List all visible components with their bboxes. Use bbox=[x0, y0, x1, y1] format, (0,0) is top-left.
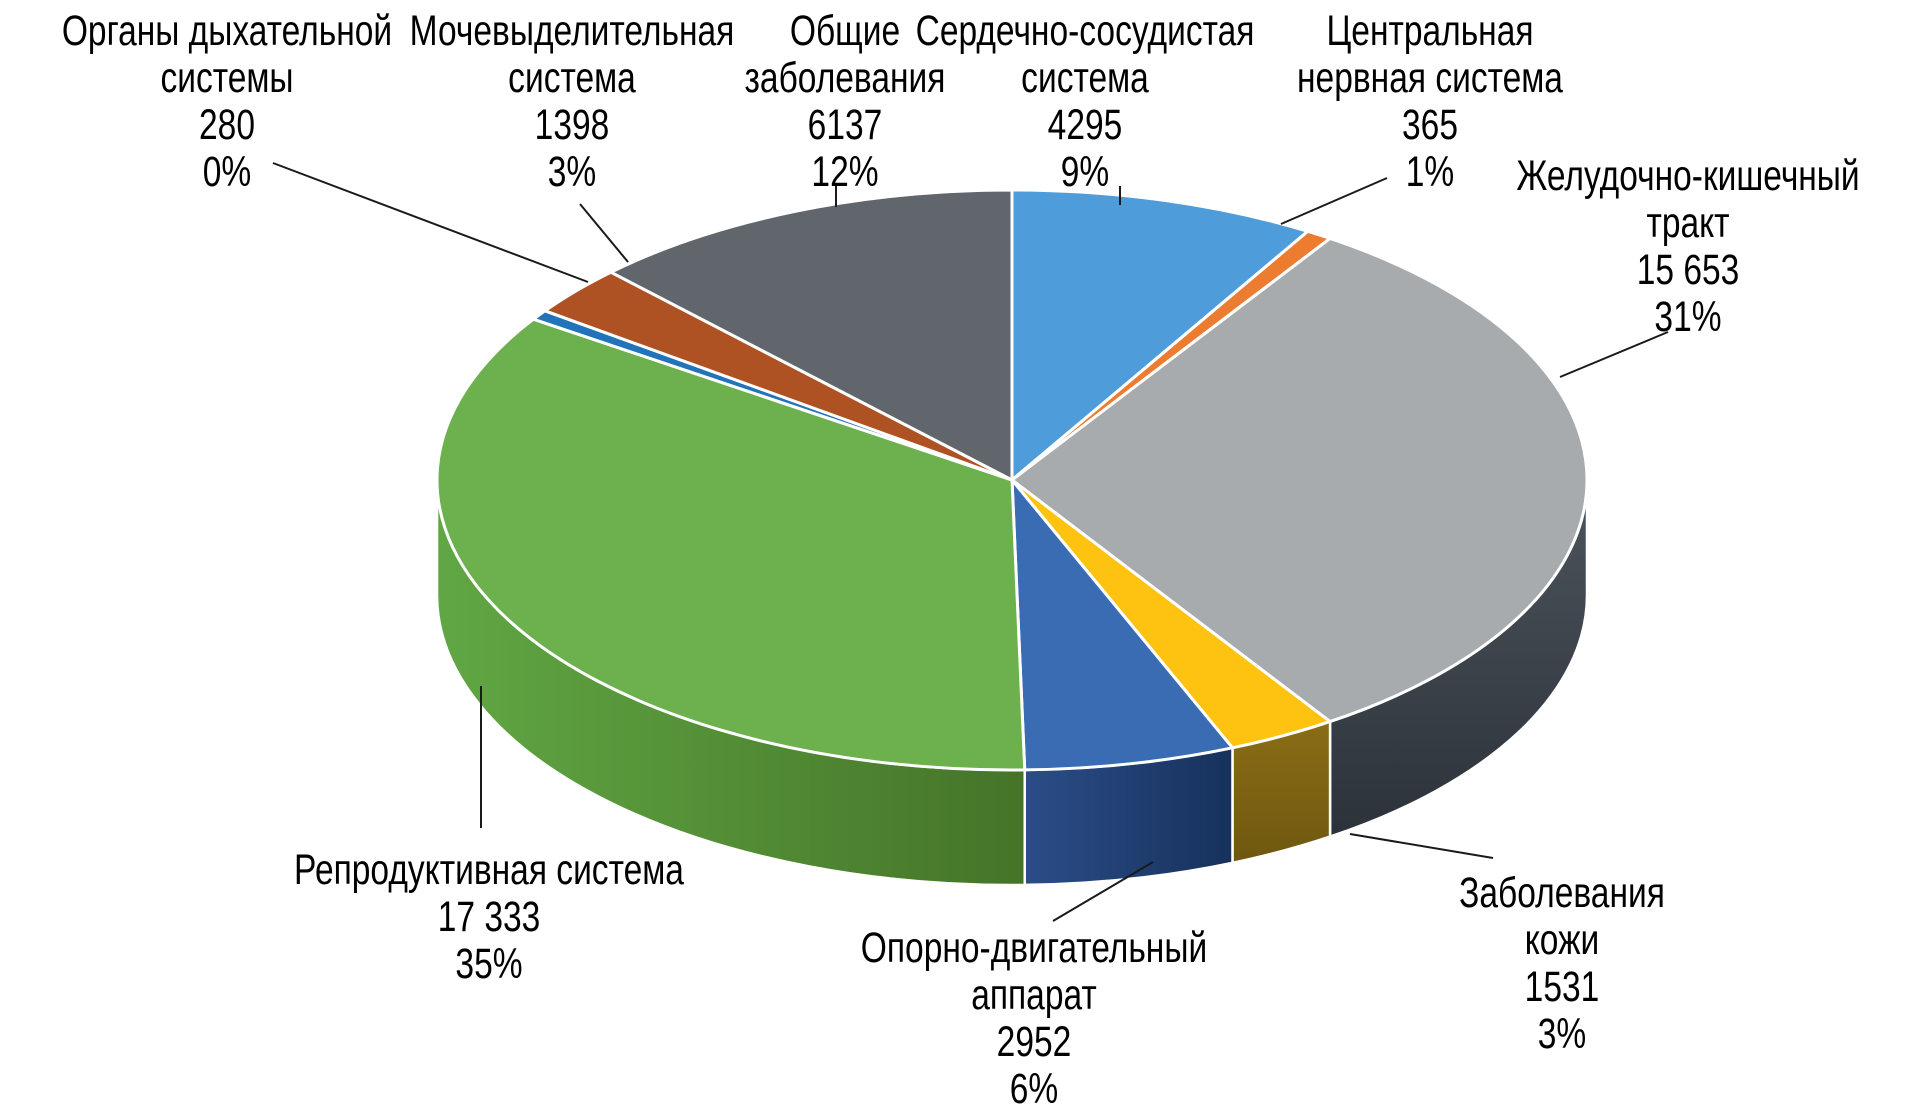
pie-slice-5 bbox=[435, 317, 1027, 772]
pie-slice-4 bbox=[1010, 478, 1234, 772]
pie-slice-0 bbox=[1010, 188, 1310, 482]
leader-line bbox=[579, 203, 629, 263]
pie-slice-2 bbox=[1010, 236, 1589, 724]
leader-lines bbox=[272, 162, 1669, 922]
leader-line bbox=[1559, 331, 1669, 378]
leader-line bbox=[1052, 861, 1154, 922]
pie-slice-8 bbox=[609, 188, 1014, 482]
pie-sides bbox=[435, 478, 1589, 887]
leader-line bbox=[1280, 177, 1388, 225]
pie-tops bbox=[435, 188, 1589, 772]
leader-line bbox=[272, 162, 589, 283]
leader-line bbox=[1349, 833, 1494, 859]
